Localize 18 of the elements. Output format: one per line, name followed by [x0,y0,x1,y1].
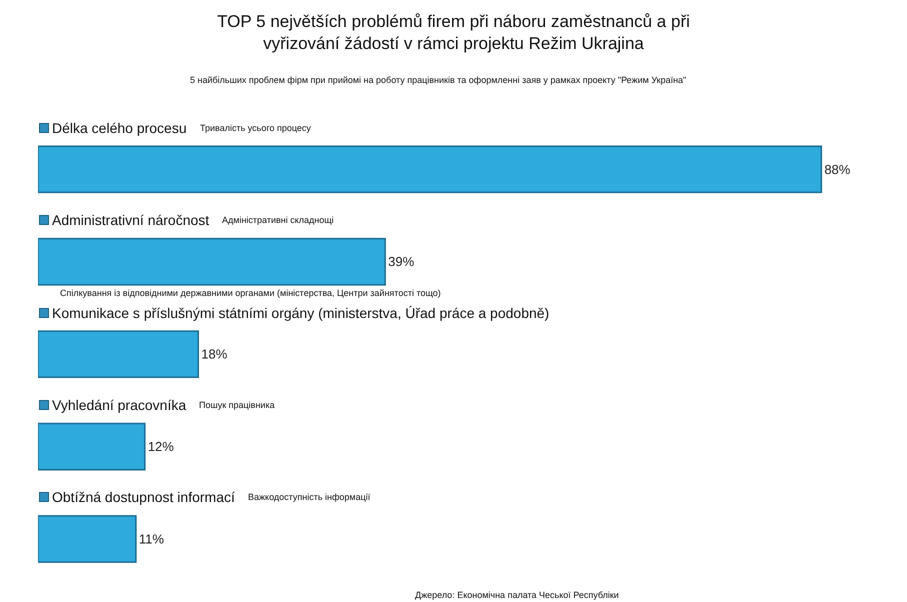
text: Джерело: Економічна палата Чеської Республіки [415,590,619,600]
annotation: Пошук працівника [199,400,275,410]
chart-subtitle: 5 найбільших проблем фірм при прийомі на роботу працівників та оформленні заяв у рамках проекту "Режим Україна" [190,75,686,85]
annotation: Спілкування із відповідними державними органами (міністерства, Центри зайнятості тощо) [60,288,441,298]
data-label: 88% [824,162,851,177]
y-tick-label: Délka celého procesu [52,120,187,136]
annotation: Важкодоступність інформації [248,492,371,502]
annotation: Тривалість усього процесу [200,123,312,133]
data-label: 18% [201,346,228,362]
y-tick-label: Komunikace s příslušnými státními orgány (ministerstva, Úřad práce a podobně) [52,305,550,321]
y-tick-label: Obtížná dostupnost informací [52,489,235,505]
y-tick-label: Administrativní náročnost [52,212,210,228]
data-label: 12% [148,439,174,454]
y-tick-label: Vyhledání pracovníka [52,397,186,413]
chart-title: TOP 5 největších problémů firem při náboru zaměstnanců a při vyřizování žádostí v rámci projektu Režim Ukrajina [217,12,690,54]
data-label: 11% [138,532,164,547]
annotation: Адміністративні складнощі [222,215,334,225]
data-label: 39% [388,254,415,270]
